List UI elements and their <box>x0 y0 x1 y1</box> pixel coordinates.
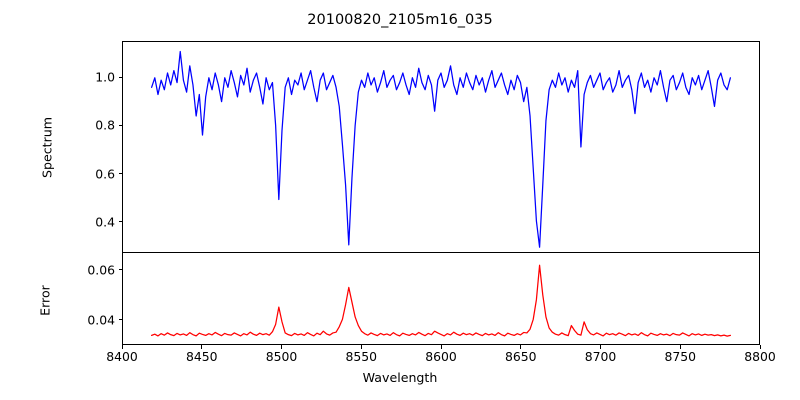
x-tick-label: 8650 <box>504 349 537 364</box>
y-tick-mark-error <box>118 269 122 271</box>
y-tick-mark-spectrum <box>118 76 122 78</box>
x-axis-label: Wavelength <box>362 370 438 385</box>
y-tick-mark-error <box>118 319 122 321</box>
x-tick-label: 8600 <box>425 349 457 364</box>
x-tick-label: 8700 <box>584 349 617 364</box>
y-tick-mark-spectrum <box>118 173 122 175</box>
error-y-axis-label: Error <box>37 285 53 316</box>
x-tick-label: 8450 <box>185 349 218 364</box>
x-tick-mark <box>121 345 123 349</box>
x-tick-mark <box>520 345 522 349</box>
y-tick-label-error: 0.04 <box>87 312 115 328</box>
x-tick-label: 8400 <box>106 349 138 364</box>
y-tick-label-spectrum: 0.6 <box>95 166 115 181</box>
x-tick-mark <box>440 345 442 349</box>
y-tick-label-spectrum: 1.0 <box>95 69 115 85</box>
spectrum-plot-panel <box>122 41 760 253</box>
spectrum-line-series <box>123 42 759 252</box>
x-tick-mark <box>759 345 761 349</box>
x-tick-label: 8550 <box>345 349 378 364</box>
y-tick-mark-spectrum <box>118 124 122 126</box>
x-tick-label: 8500 <box>265 349 298 364</box>
error-plot-panel <box>122 252 760 345</box>
y-tick-label-spectrum: 0.4 <box>95 214 115 230</box>
y-tick-label-error: 0.06 <box>87 262 115 278</box>
x-tick-label: 8750 <box>664 349 697 364</box>
y-tick-label-spectrum: 0.8 <box>95 117 115 133</box>
spectrum-y-axis-label: Spectrum <box>39 116 55 179</box>
error-line-series <box>123 253 759 344</box>
y-tick-mark-spectrum <box>118 221 122 223</box>
x-tick-mark <box>201 345 203 349</box>
x-tick-mark <box>360 345 362 349</box>
figure-title: 20100820_2105m16_035 <box>307 12 493 28</box>
x-tick-mark <box>679 345 681 349</box>
x-tick-mark <box>281 345 283 349</box>
x-tick-label: 8800 <box>744 349 776 364</box>
x-tick-mark <box>600 345 602 349</box>
